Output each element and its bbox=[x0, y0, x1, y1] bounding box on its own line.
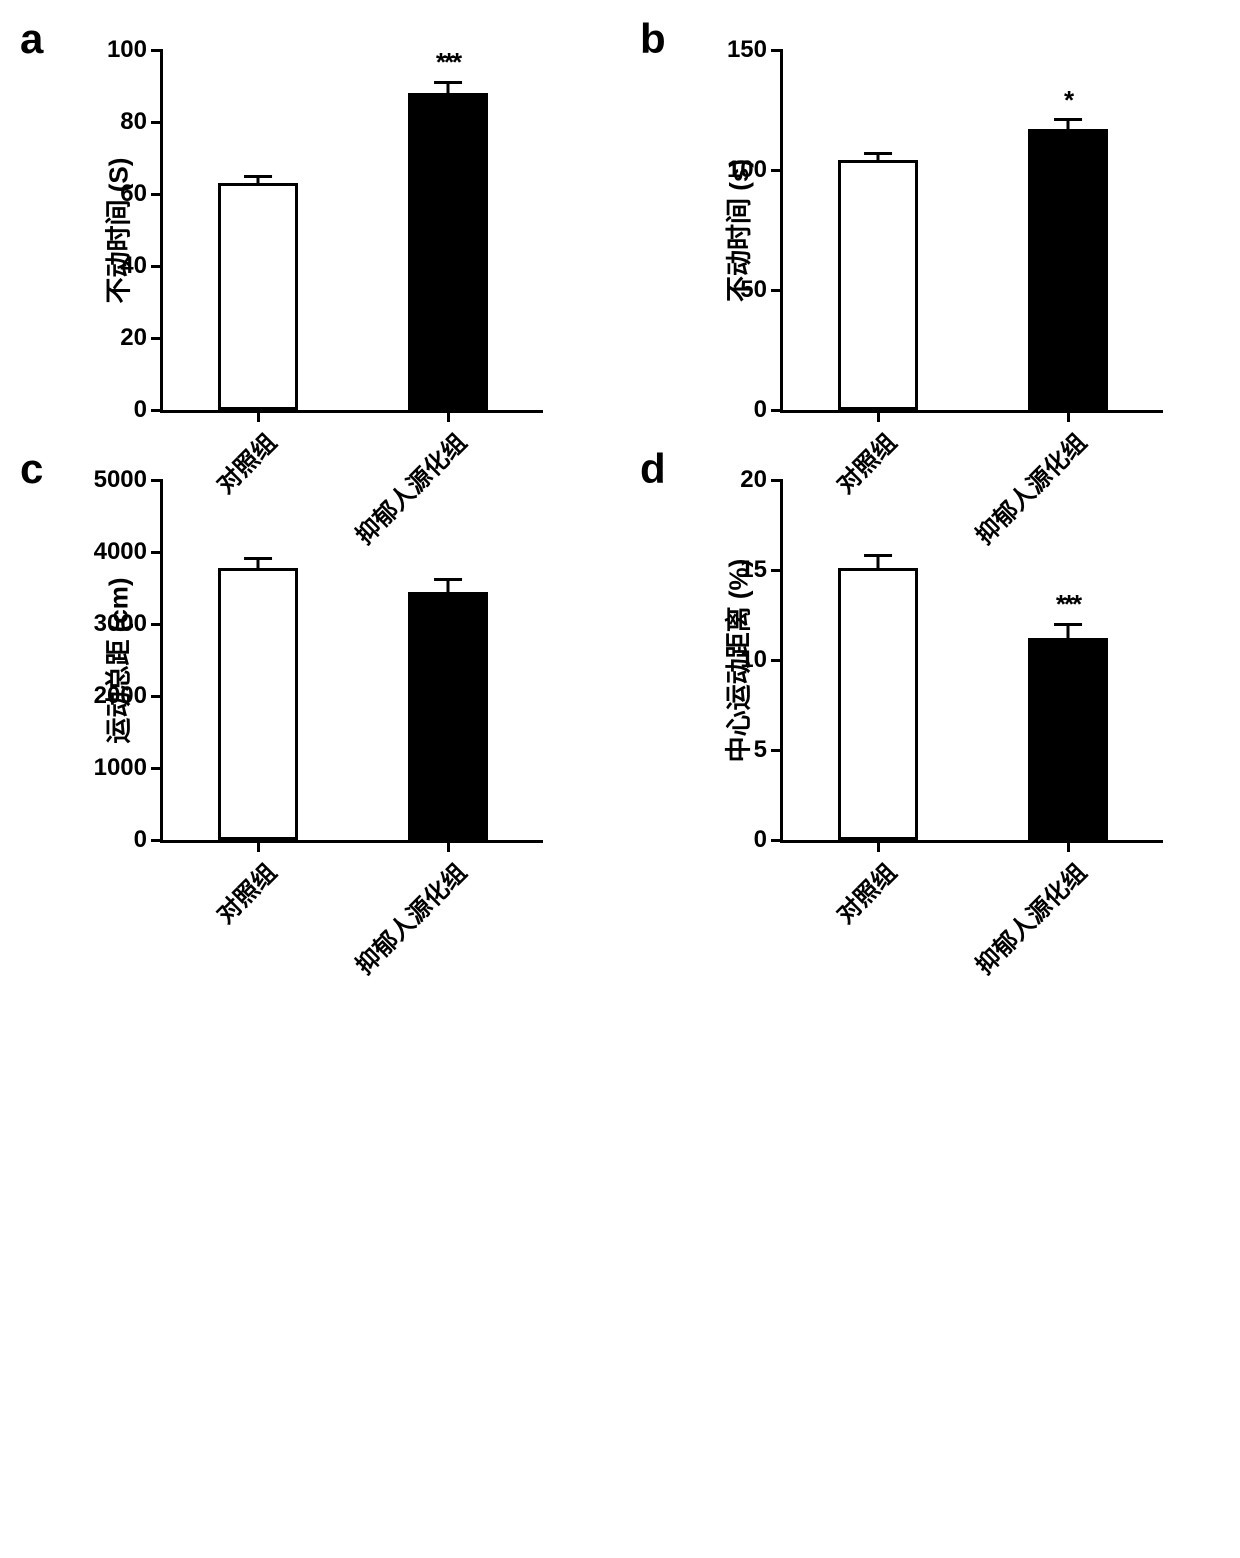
panel-label: b bbox=[640, 15, 666, 63]
ytick bbox=[151, 551, 163, 554]
errorbar bbox=[1067, 624, 1070, 638]
xtick bbox=[877, 410, 880, 422]
ytick bbox=[771, 839, 783, 842]
plot-area: 05101520对照组***抑郁人源化组 bbox=[780, 480, 1163, 843]
plot-area: 050100150对照组*抑郁人源化组 bbox=[780, 50, 1163, 413]
ytick-label: 20 bbox=[740, 466, 767, 494]
ytick bbox=[771, 479, 783, 482]
xtick bbox=[257, 840, 260, 852]
xtick bbox=[1067, 840, 1070, 852]
significance-marker: *** bbox=[1056, 589, 1080, 620]
errorbar bbox=[447, 579, 450, 591]
errorbar bbox=[447, 82, 450, 93]
ytick bbox=[151, 695, 163, 698]
xtick bbox=[1067, 410, 1070, 422]
xtick-label: 对照组 bbox=[117, 854, 283, 1020]
ytick-label: 0 bbox=[134, 826, 147, 854]
ytick bbox=[771, 749, 783, 752]
plot-area: 020406080100对照组***抑郁人源化组 bbox=[160, 50, 543, 413]
errorbar-cap bbox=[1054, 623, 1082, 626]
chart-c: 运动总距 (cm) 010002000300040005000对照组抑郁人源化组 bbox=[80, 470, 550, 850]
ytick bbox=[151, 121, 163, 124]
panel-label: c bbox=[20, 445, 43, 493]
ytick-label: 100 bbox=[727, 156, 767, 184]
ytick-label: 80 bbox=[120, 108, 147, 136]
ytick bbox=[771, 409, 783, 412]
ytick bbox=[151, 839, 163, 842]
bar bbox=[1028, 638, 1108, 840]
ytick bbox=[771, 169, 783, 172]
figure-grid: a 不动时间 (S) 020406080100对照组***抑郁人源化组 b 不动… bbox=[20, 20, 1220, 850]
errorbar-cap bbox=[244, 557, 272, 560]
ytick bbox=[151, 409, 163, 412]
ytick bbox=[151, 49, 163, 52]
ytick bbox=[151, 479, 163, 482]
ytick-label: 5000 bbox=[94, 466, 147, 494]
errorbar-cap bbox=[434, 578, 462, 581]
ytick bbox=[151, 623, 163, 626]
errorbar-cap bbox=[864, 152, 892, 155]
bar bbox=[838, 160, 918, 410]
errorbar bbox=[877, 556, 880, 569]
ytick-label: 2000 bbox=[94, 682, 147, 710]
ytick-label: 150 bbox=[727, 36, 767, 64]
ytick-label: 15 bbox=[740, 556, 767, 584]
ytick bbox=[151, 193, 163, 196]
xtick-label: 抑郁人源化组 bbox=[307, 854, 473, 1020]
xtick bbox=[257, 410, 260, 422]
panel-b: b 不动时间 (s) 050100150对照组*抑郁人源化组 bbox=[640, 20, 1220, 420]
xtick bbox=[447, 410, 450, 422]
errorbar-cap bbox=[244, 175, 272, 178]
ytick bbox=[151, 767, 163, 770]
plot-area: 010002000300040005000对照组抑郁人源化组 bbox=[160, 480, 543, 843]
ytick bbox=[771, 659, 783, 662]
panel-d: d 中心运动距离 (%) 05101520对照组***抑郁人源化组 bbox=[640, 450, 1220, 850]
bar bbox=[218, 568, 298, 840]
ytick-label: 100 bbox=[107, 36, 147, 64]
chart-d: 中心运动距离 (%) 05101520对照组***抑郁人源化组 bbox=[700, 470, 1170, 850]
ytick-label: 20 bbox=[120, 324, 147, 352]
ytick bbox=[771, 289, 783, 292]
ytick-label: 0 bbox=[134, 396, 147, 424]
ytick-label: 10 bbox=[740, 646, 767, 674]
ytick-label: 50 bbox=[740, 276, 767, 304]
ytick-label: 0 bbox=[754, 826, 767, 854]
bar bbox=[408, 93, 488, 410]
errorbar-cap bbox=[1054, 118, 1082, 121]
ytick-label: 60 bbox=[120, 180, 147, 208]
xtick-label: 抑郁人源化组 bbox=[927, 854, 1093, 1020]
ytick bbox=[151, 337, 163, 340]
panel-label: d bbox=[640, 445, 666, 493]
chart-a: 不动时间 (S) 020406080100对照组***抑郁人源化组 bbox=[80, 40, 550, 420]
bar bbox=[1028, 129, 1108, 410]
bar bbox=[838, 568, 918, 840]
ylabel: 运动总距 (cm) bbox=[99, 577, 136, 743]
ytick-label: 40 bbox=[120, 252, 147, 280]
ytick-label: 1000 bbox=[94, 754, 147, 782]
panel-label: a bbox=[20, 15, 43, 63]
ytick-label: 5 bbox=[754, 736, 767, 764]
bar bbox=[408, 592, 488, 840]
ytick-label: 4000 bbox=[94, 538, 147, 566]
ytick-label: 0 bbox=[754, 396, 767, 424]
xtick bbox=[877, 840, 880, 852]
panel-a: a 不动时间 (S) 020406080100对照组***抑郁人源化组 bbox=[20, 20, 600, 420]
ytick bbox=[771, 49, 783, 52]
ylabel: 不动时间 (S) bbox=[99, 157, 136, 303]
ytick bbox=[151, 265, 163, 268]
significance-marker: *** bbox=[436, 47, 460, 78]
chart-b: 不动时间 (s) 050100150对照组*抑郁人源化组 bbox=[700, 40, 1170, 420]
errorbar-cap bbox=[864, 554, 892, 557]
xtick bbox=[447, 840, 450, 852]
bar bbox=[218, 183, 298, 410]
xtick-label: 对照组 bbox=[737, 854, 903, 1020]
ytick-label: 3000 bbox=[94, 610, 147, 638]
panel-c: c 运动总距 (cm) 010002000300040005000对照组抑郁人源… bbox=[20, 450, 600, 850]
ytick bbox=[771, 569, 783, 572]
significance-marker: * bbox=[1064, 85, 1072, 116]
errorbar-cap bbox=[434, 81, 462, 84]
